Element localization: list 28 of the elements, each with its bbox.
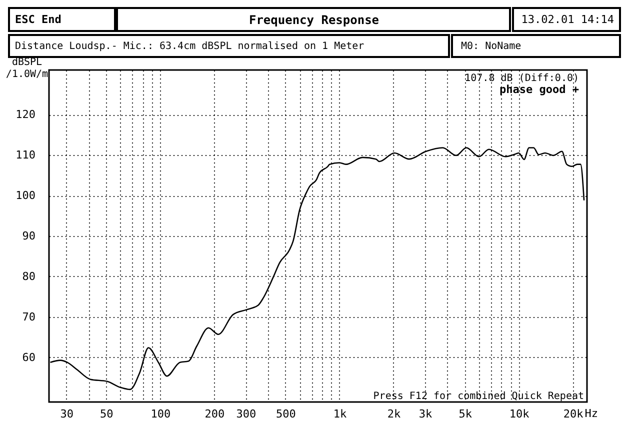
annotation: phase good +: [500, 83, 580, 96]
y-axis-title: dBSPL /1.0W/m: [6, 57, 48, 80]
text: 13.02.01 14:14: [521, 13, 614, 26]
y-tick-label: 80: [22, 270, 36, 283]
x-axis-title: Hz: [584, 407, 598, 420]
x-tick-label: 20k: [563, 408, 584, 420]
y-tick-label: 60: [22, 350, 36, 364]
text: M0: NoName: [461, 41, 522, 52]
text: Distance Loudsp.- Mic.: 63.4cm dBSPL normalised on 1 Meter: [15, 41, 364, 52]
x-tick-label: 100: [150, 408, 171, 420]
x-tick-label: 5k: [458, 408, 472, 420]
y-tick-label: 90: [22, 230, 36, 242]
x-tick-label: 10k: [509, 408, 530, 420]
x-tick-label: 3k: [418, 408, 433, 420]
text: ESC End: [15, 13, 62, 26]
x-tick-label: 200: [204, 408, 225, 420]
x-tick-label: 500: [276, 408, 296, 420]
x-tick-label: 50: [100, 408, 114, 420]
annotation: Press F12 for combined Quick Repeat: [373, 391, 584, 402]
chart-title: Frequency Response: [248, 13, 380, 27]
x-tick-label: 300: [236, 408, 256, 420]
y-tick-label: 70: [22, 310, 36, 324]
y-tick-label: 100: [16, 189, 36, 202]
y-tick-label: 120: [16, 108, 36, 122]
x-tick-label: 30: [60, 408, 74, 420]
x-tick-label: 2k: [387, 408, 401, 420]
y-tick-label: 110: [16, 148, 36, 162]
x-tick-label: 1k: [333, 408, 347, 420]
